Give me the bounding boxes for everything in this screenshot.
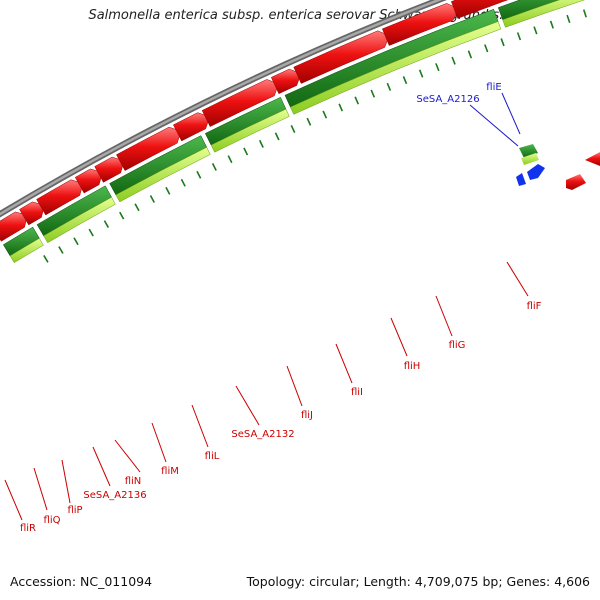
leader-line bbox=[33, 467, 48, 511]
track-tick bbox=[354, 96, 360, 105]
track-tick bbox=[88, 228, 94, 237]
track-tick bbox=[516, 32, 522, 41]
leader-line bbox=[435, 295, 453, 337]
gene-label: SeSA_A2136 bbox=[83, 490, 146, 501]
track-tick bbox=[467, 50, 473, 59]
track-tick bbox=[119, 211, 125, 220]
gene-label: fliN bbox=[125, 476, 142, 487]
gene-label: fliP bbox=[67, 505, 82, 516]
gene-label: fliL bbox=[205, 451, 220, 462]
gene-label: fliF bbox=[527, 301, 542, 312]
gene-label: fliH bbox=[404, 361, 421, 372]
gene-red-feature bbox=[293, 30, 390, 84]
track-tick bbox=[418, 69, 424, 78]
cds-light-feature bbox=[210, 108, 290, 153]
track-tick bbox=[549, 20, 554, 29]
track-tick bbox=[582, 9, 587, 18]
gene-red-feature bbox=[19, 201, 45, 226]
track-tick bbox=[43, 255, 49, 263]
cds-light-small bbox=[521, 153, 539, 165]
gene-red-feature bbox=[173, 112, 210, 142]
track-tick bbox=[338, 103, 344, 112]
gene-label: SeSA_A2126 bbox=[416, 94, 479, 105]
track-tick bbox=[402, 76, 408, 85]
track-tick bbox=[149, 195, 155, 203]
cds-light-feature bbox=[9, 237, 44, 264]
track-tick bbox=[500, 38, 505, 47]
gene-label: fliJ bbox=[301, 410, 313, 421]
leader-line bbox=[235, 385, 260, 426]
topology-info: Topology: circular; Length: 4,709,075 bp… bbox=[246, 574, 590, 589]
gene-red-feature bbox=[201, 79, 279, 127]
gene-red-small bbox=[566, 174, 586, 190]
blue-feature-small bbox=[516, 173, 526, 186]
track-tick bbox=[165, 186, 171, 195]
leader-line bbox=[4, 479, 23, 521]
leader-line bbox=[390, 317, 408, 357]
track-tick bbox=[134, 203, 140, 212]
gene-label: fliI bbox=[351, 387, 363, 398]
ruler-dots bbox=[43, 9, 587, 263]
track-tick bbox=[386, 82, 392, 91]
track-tick bbox=[322, 110, 328, 119]
track-tick bbox=[290, 125, 296, 133]
track-tick bbox=[435, 63, 440, 72]
gene-label: fliG bbox=[449, 340, 466, 351]
track-tick bbox=[211, 162, 217, 171]
track-tick bbox=[533, 26, 538, 35]
gene-red-feature bbox=[0, 211, 28, 242]
leader-line bbox=[335, 343, 353, 384]
gene-label: fliQ bbox=[44, 515, 61, 526]
track-tick bbox=[274, 132, 280, 141]
track-tick bbox=[258, 139, 264, 148]
leader-line bbox=[286, 365, 303, 407]
cds-light-feature bbox=[43, 196, 116, 244]
track-tick bbox=[370, 89, 376, 98]
gene-label: fliR bbox=[20, 523, 36, 534]
leader-line bbox=[61, 459, 71, 504]
cds-light-feature bbox=[290, 21, 502, 115]
gene-red-feature bbox=[36, 179, 84, 216]
leader-line bbox=[501, 92, 521, 135]
track-tick bbox=[243, 147, 249, 156]
leader-line bbox=[506, 261, 529, 297]
cds-light-feature bbox=[502, 0, 585, 28]
track-tick bbox=[196, 170, 202, 179]
track-tick bbox=[227, 155, 233, 164]
gene-label: fliE bbox=[486, 82, 501, 93]
leader-line bbox=[151, 422, 167, 463]
gene-red-edge bbox=[585, 152, 600, 166]
gene-red-feature bbox=[74, 168, 103, 194]
gene-red-feature bbox=[94, 156, 125, 183]
gene-label: fliM bbox=[161, 466, 179, 477]
track-tick bbox=[484, 44, 489, 53]
gene-red-feature bbox=[270, 68, 302, 95]
label-leader-lines bbox=[4, 92, 529, 521]
backbone-highlight bbox=[0, 0, 443, 216]
leader-line bbox=[469, 104, 519, 147]
gene-features[interactable] bbox=[0, 0, 600, 264]
track-tick bbox=[58, 246, 64, 254]
leader-line bbox=[114, 439, 141, 473]
gene-red-feature bbox=[450, 0, 509, 19]
gene-label: SeSA_A2132 bbox=[231, 429, 294, 440]
track-tick bbox=[451, 56, 456, 65]
leader-line bbox=[191, 404, 209, 448]
gene-red-feature bbox=[382, 3, 459, 46]
chromosome-backbone bbox=[0, 0, 448, 218]
blue-feature-large bbox=[527, 164, 545, 180]
track-tick bbox=[103, 220, 110, 228]
accession-label: Accession: NC_011094 bbox=[10, 574, 153, 589]
leader-line bbox=[92, 446, 111, 487]
track-tick bbox=[73, 237, 79, 246]
track-tick bbox=[180, 178, 186, 187]
cds-light-feature bbox=[115, 146, 211, 203]
gene-red-feature bbox=[116, 126, 182, 171]
track-tick bbox=[306, 117, 312, 126]
track-tick bbox=[566, 14, 571, 24]
